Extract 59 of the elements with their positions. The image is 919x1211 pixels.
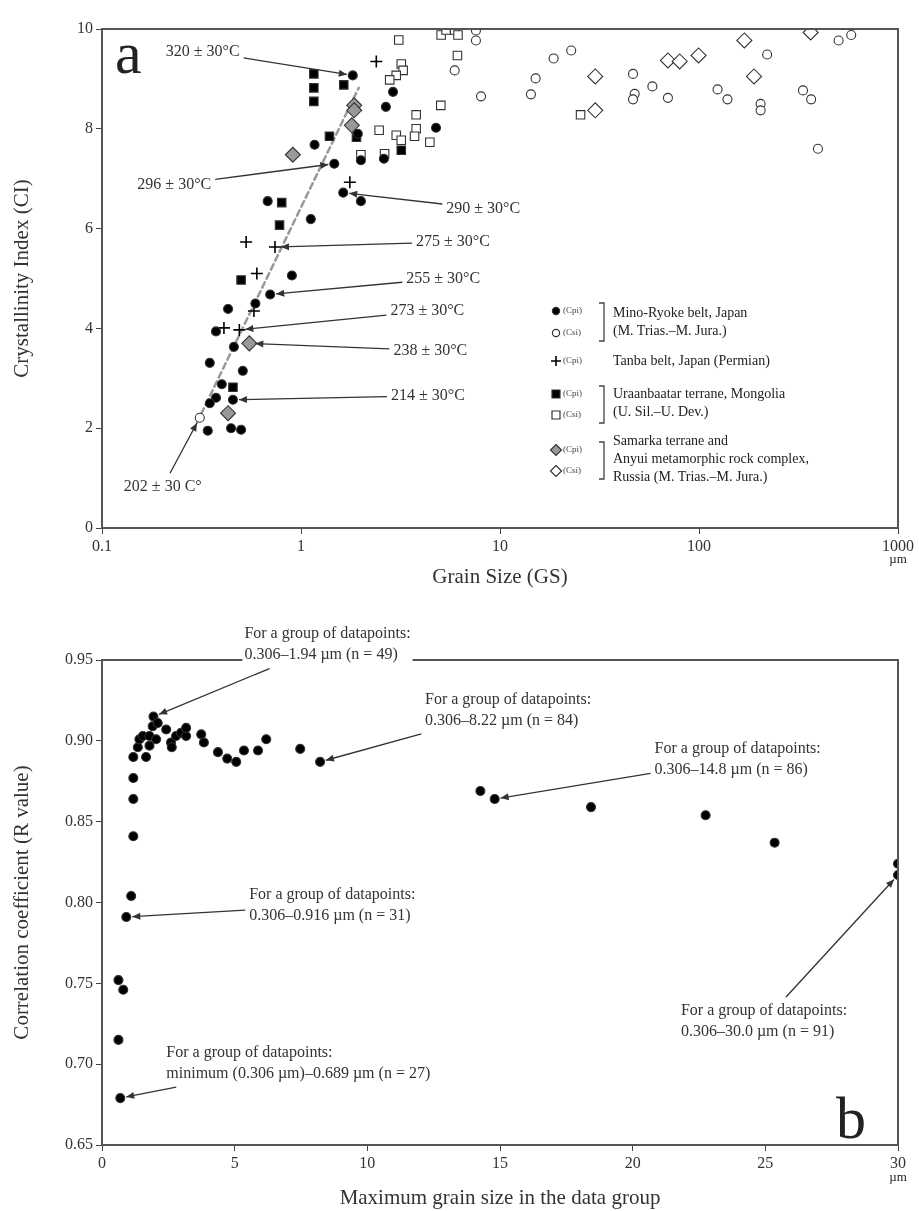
x-tick-label: 0.1 [92,536,112,554]
y-tick-label: 0.65 [65,1135,93,1153]
annotation: Tanba belt, Japan (Permian) [613,352,771,369]
x-axis-title: Grain Size (GS) [432,563,568,588]
y-tick-label: 4 [85,318,93,336]
x-tick-label: 15 [492,1153,508,1171]
annotation: 296 ± 30°C [137,174,212,192]
y-tick-label: 8 [85,119,93,136]
x-tick-label: 5 [230,1153,239,1171]
legend-label: (Csi) [563,327,581,338]
annotation: a [115,20,142,86]
y-tick-label: 0.70 [65,1054,93,1072]
y-tick-label: 0.80 [65,892,93,910]
legend-label: (Cpi) [563,355,582,366]
annotation: 214 ± 30°C [391,385,465,403]
x-tick-label: 10 [492,536,508,554]
annotation: 320 ± 30°C [165,41,240,59]
y-axis-title: Correlation coefficient (R value) [9,765,34,1040]
annotation: Uraanbaatar terrane, Mongolia (U. Sil.–U. Dev.) [613,385,786,420]
x-axis-title: Maximum grain size in the data group [339,1184,661,1209]
y-tick-label: 0.95 [65,650,93,668]
legend-label: (Csi) [563,409,581,420]
x-tick-label: 1 [297,536,305,554]
y-tick-label: 10 [77,19,93,37]
legend-label: (Cpi) [563,388,582,399]
x-tick-label: 30 [890,1153,906,1171]
x-tick-label: 10 [359,1153,376,1171]
annotation: For a group of datapoints: 0.306–8.22 µm (n = 84) [425,689,592,729]
annotation: Mino-Ryoke belt, Japan (M. Trias.–M. Jura.) [613,304,748,339]
annotation: For a group of datapoints: 0.306–14.8 µm (n = 86) [654,738,821,778]
legend-label: (Cpi) [563,444,582,455]
annotation: For a group of datapoints: 0.306–30.0 µm (n = 91) [680,1000,848,1040]
annotation: 275 ± 30°C [416,232,490,250]
annotation: 238 ± 30°C [393,340,468,358]
y-tick-label: 0.75 [65,973,93,991]
annotation: For a group of datapoints: 0.306–0.916 µm (n = 31) [249,884,416,924]
annotation: 273 ± 30°C [390,301,465,319]
annotation: For a group of datapoints: minimum (0.306 µm)–0.689 µm (n = 27) [166,1042,431,1082]
y-tick-label: 2 [85,418,93,436]
y-tick-label: 0.85 [65,811,93,829]
annotation: 290 ± 30°C [446,198,521,216]
text: µm [889,1169,907,1185]
annotation: b [836,1085,866,1151]
annotation: 255 ± 30°C [406,268,481,286]
x-tick-label: 0 [98,1153,106,1171]
x-tick-label: 100 [687,536,711,554]
annotation: 202 ± 30 C° [123,476,202,494]
y-tick-label: 0 [85,518,93,536]
y-tick-label: 6 [85,218,93,236]
legend-label: (Cpi) [563,305,582,316]
annotation: Samarka terrane and Anyui metamorphic rock complex, Russia (M. Trias.–M. Jura.) [613,432,809,485]
text: µm [889,551,907,567]
x-tick-label: 20 [624,1153,641,1171]
legend-label: (Csi) [563,465,581,476]
annotation: For a group of datapoints: 0.306–1.94 µm (n = 49) [244,624,411,664]
x-tick-label: 1000 [882,536,914,554]
y-tick-label: 0.90 [65,731,93,749]
y-axis-title: Crystallinity Index (CI) [9,179,34,378]
x-tick-label: 25 [757,1153,774,1171]
